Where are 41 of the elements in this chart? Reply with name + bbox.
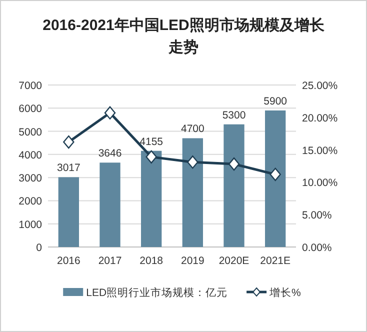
point bbox=[146, 150, 157, 164]
y2-tick-label: 25.00% bbox=[302, 80, 338, 92]
y2-tick-label: 20.00% bbox=[302, 112, 338, 124]
data-label: 4155 bbox=[140, 136, 164, 148]
point bbox=[187, 156, 198, 169]
point bbox=[270, 168, 281, 182]
bar bbox=[265, 110, 286, 247]
x-tick-label: 2016 bbox=[56, 255, 81, 267]
data-label: 4700 bbox=[180, 123, 205, 136]
bar bbox=[224, 124, 244, 247]
y2-tick-label: 0.00% bbox=[302, 242, 332, 254]
data-label: 3646 bbox=[98, 148, 122, 160]
x-tick-label: 2021E bbox=[260, 255, 291, 267]
y-tick-label: 0 bbox=[36, 242, 42, 254]
y-tick-label: 4000 bbox=[18, 149, 42, 162]
y-tick-label: 2000 bbox=[18, 196, 42, 208]
x-tick-label: 2017 bbox=[98, 255, 122, 267]
bar bbox=[58, 177, 79, 247]
y-tick-label: 7000 bbox=[18, 80, 42, 92]
data-label: 5300 bbox=[222, 109, 246, 122]
y2-tick-label: 10.00% bbox=[302, 177, 338, 190]
bar bbox=[141, 150, 162, 247]
x-tick-label: 2020E bbox=[218, 255, 250, 267]
x-tick-label: 2019 bbox=[180, 255, 205, 267]
y2-tick-label: 15.00% bbox=[302, 144, 338, 157]
x-tick-label: 2018 bbox=[140, 255, 164, 267]
legend-label: 增长% bbox=[268, 286, 301, 299]
y-tick-label: 5000 bbox=[18, 126, 42, 138]
point bbox=[228, 157, 240, 171]
data-label: 5900 bbox=[264, 95, 288, 108]
y2-tick-label: 5.00% bbox=[302, 210, 332, 222]
y-tick-label: 6000 bbox=[18, 103, 42, 116]
bar bbox=[182, 138, 203, 247]
y-tick-label: 1000 bbox=[18, 218, 42, 231]
point bbox=[63, 135, 74, 149]
chart-title: 2016-2021年中国LED照明市场规模及增长走势 bbox=[42, 16, 326, 56]
bar bbox=[100, 162, 120, 247]
y-tick-label: 3000 bbox=[18, 172, 42, 185]
point bbox=[104, 106, 116, 120]
data-label: 3017 bbox=[56, 162, 81, 174]
legend-label: LED照明行业市场规模：亿元 bbox=[86, 286, 228, 299]
